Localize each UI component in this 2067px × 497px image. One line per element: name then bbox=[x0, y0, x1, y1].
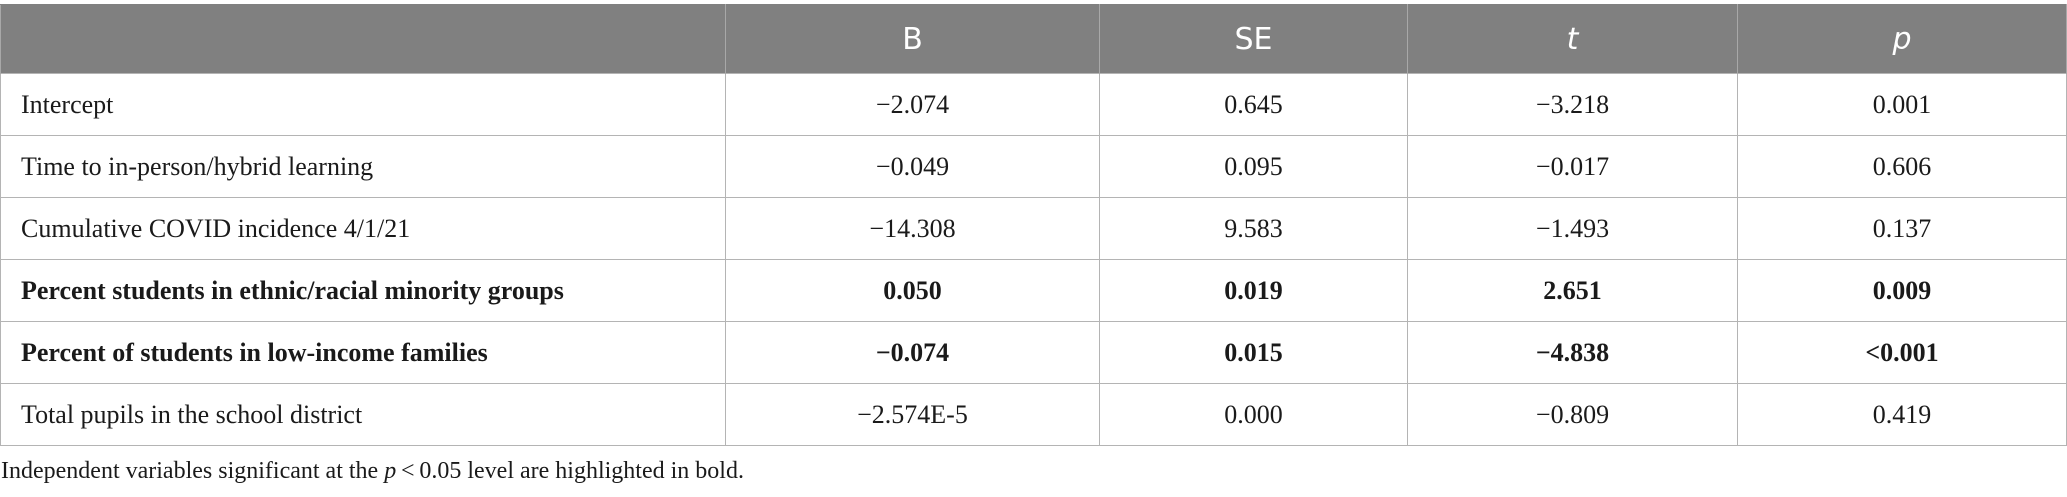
header-b: B bbox=[725, 4, 1100, 74]
cell-p: 0.001 bbox=[1737, 73, 2067, 136]
table-row: Percent of students in low-income famili… bbox=[0, 321, 2067, 384]
cell-p: <0.001 bbox=[1737, 321, 2067, 384]
cell-p: 0.137 bbox=[1737, 197, 2067, 260]
cell-t: −1.493 bbox=[1407, 197, 1738, 260]
cell-b: −0.049 bbox=[725, 135, 1100, 198]
cell-p: 0.419 bbox=[1737, 383, 2067, 446]
footnote-text-end: < 0.05 level are highlighted in bold. bbox=[396, 458, 744, 484]
table-header: B SE t p bbox=[0, 4, 2067, 74]
table-row: Total pupils in the school district −2.5… bbox=[0, 383, 2067, 446]
header-row: B SE t p bbox=[0, 4, 2067, 74]
cell-se: 0.015 bbox=[1099, 321, 1408, 384]
footnote-p-symbol: p bbox=[384, 458, 397, 484]
cell-se: 0.095 bbox=[1099, 135, 1408, 198]
cell-p: 0.606 bbox=[1737, 135, 2067, 198]
header-se: SE bbox=[1099, 4, 1408, 74]
table-footnote: Independent variables significant at the… bbox=[1, 458, 744, 485]
cell-se: 0.019 bbox=[1099, 259, 1408, 322]
cell-b: −14.308 bbox=[725, 197, 1100, 260]
regression-table: B SE t p Intercept −2.074 0.645 −3.218 0… bbox=[0, 4, 2067, 446]
cell-t: −4.838 bbox=[1407, 321, 1738, 384]
table-row: Intercept −2.074 0.645 −3.218 0.001 bbox=[0, 73, 2067, 136]
cell-b: −2.074 bbox=[725, 73, 1100, 136]
cell-t: 2.651 bbox=[1407, 259, 1738, 322]
row-label: Intercept bbox=[0, 73, 726, 136]
cell-b: −0.074 bbox=[725, 321, 1100, 384]
footnote-text-start: Independent variables significant at the bbox=[1, 458, 385, 484]
table-row: Percent students in ethnic/racial minori… bbox=[0, 259, 2067, 322]
table-body: Intercept −2.074 0.645 −3.218 0.001 Time… bbox=[0, 73, 2067, 446]
cell-b: 0.050 bbox=[725, 259, 1100, 322]
cell-t: −3.218 bbox=[1407, 73, 1738, 136]
row-label: Percent students in ethnic/racial minori… bbox=[0, 259, 726, 322]
cell-se: 9.583 bbox=[1099, 197, 1408, 260]
header-p: p bbox=[1737, 4, 2067, 74]
cell-t: −0.809 bbox=[1407, 383, 1738, 446]
row-label: Time to in-person/hybrid learning bbox=[0, 135, 726, 198]
row-label: Total pupils in the school district bbox=[0, 383, 726, 446]
cell-b: −2.574E-5 bbox=[725, 383, 1100, 446]
cell-t: −0.017 bbox=[1407, 135, 1738, 198]
cell-se: 0.000 bbox=[1099, 383, 1408, 446]
table-row: Cumulative COVID incidence 4/1/21 −14.30… bbox=[0, 197, 2067, 260]
table-row: Time to in-person/hybrid learning −0.049… bbox=[0, 135, 2067, 198]
cell-se: 0.645 bbox=[1099, 73, 1408, 136]
header-t: t bbox=[1407, 4, 1738, 74]
row-label: Percent of students in low-income famili… bbox=[0, 321, 726, 384]
header-variable bbox=[0, 4, 726, 74]
row-label: Cumulative COVID incidence 4/1/21 bbox=[0, 197, 726, 260]
cell-p: 0.009 bbox=[1737, 259, 2067, 322]
